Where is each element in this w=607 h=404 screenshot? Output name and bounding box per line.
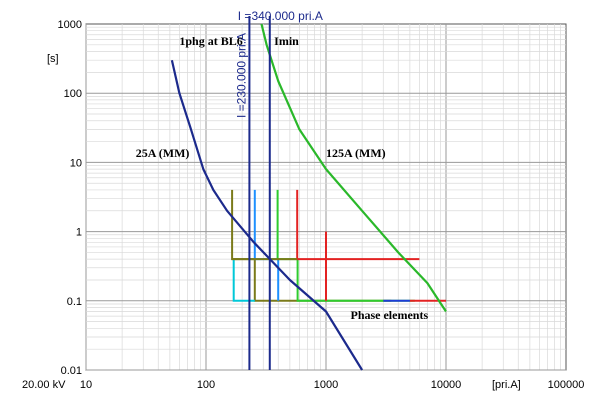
phase-element-line <box>296 189 420 261</box>
annotation-label: 125A (MM) <box>326 146 386 160</box>
vertical-markers: I =340.000 pri.A I =230.000 pri.A <box>234 9 323 370</box>
time-current-curve <box>260 23 447 313</box>
y-tick-label: 100 <box>64 88 82 100</box>
y-tick-label: 1 <box>76 227 82 239</box>
y-unit-label: [s] <box>47 53 59 65</box>
annotation-label: Phase elements <box>350 308 428 322</box>
step-elements <box>231 189 446 302</box>
current-marker-label: I =340.000 pri.A <box>238 9 323 23</box>
x-tick-label: 100000 <box>548 379 585 391</box>
y-tick-label: 0.1 <box>67 296 82 308</box>
y-tick-label: 0.01 <box>61 365 82 377</box>
x-tick-label: 100 <box>197 379 215 391</box>
x-tick-label: 10000 <box>431 379 462 391</box>
grid <box>85 24 566 371</box>
y-tick-label: 1000 <box>58 19 82 31</box>
x-tick-label: 10 <box>80 379 92 391</box>
current-marker-label: I =230.000 pri.A <box>234 33 248 118</box>
annotations: 1phg at BL6 Imin 25A (MM) 125A (MM) Phase el… <box>136 34 429 322</box>
voltage-label: 20.00 kV <box>22 379 66 391</box>
time-current-curve <box>170 59 364 371</box>
y-tick-label: 10 <box>70 157 82 169</box>
annotation-label: 25A (MM) <box>136 146 190 160</box>
annotation-label: 1phg at BL6 <box>179 34 242 48</box>
x-unit-label: [pri.A] <box>492 379 521 391</box>
x-tick-label: 1000 <box>314 379 338 391</box>
annotation-label: Imin <box>274 34 299 48</box>
phase-element-line <box>253 189 280 301</box>
tick-labels: 10 100 1000 10000 100000 1000 100 10 1 0.1 0.01 <box>58 19 585 391</box>
phase-element-line <box>232 259 255 302</box>
